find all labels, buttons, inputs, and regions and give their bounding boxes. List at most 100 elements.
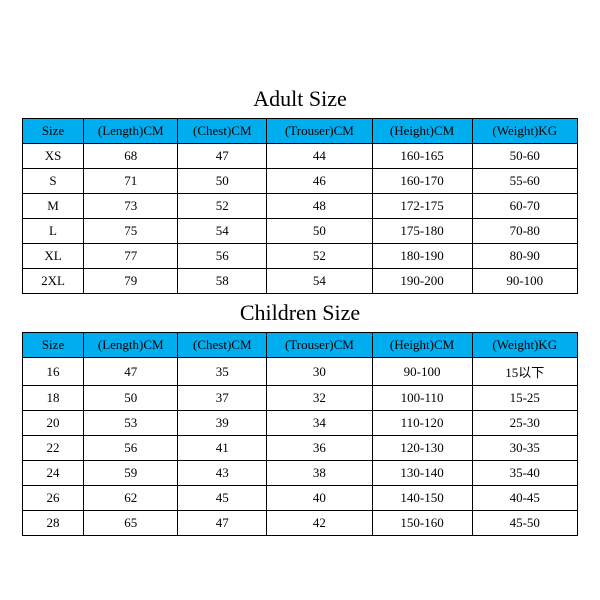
table-cell: 58 — [178, 269, 267, 294]
table-cell: 46 — [267, 169, 372, 194]
table-cell: 47 — [178, 511, 267, 536]
table-cell: 24 — [23, 461, 84, 486]
table-cell: 44 — [267, 144, 372, 169]
table-cell: 120-130 — [372, 436, 472, 461]
table-cell: 190-200 — [372, 269, 472, 294]
table-row: XS684744160-16550-60 — [23, 144, 578, 169]
table-cell: 20 — [23, 411, 84, 436]
table-cell: 70-80 — [472, 219, 577, 244]
size-chart-page: Adult Size Size (Length)CM (Chest)CM (Tr… — [0, 0, 600, 600]
table-cell: 40-45 — [472, 486, 577, 511]
table-row: M735248172-17560-70 — [23, 194, 578, 219]
table-cell: 79 — [84, 269, 178, 294]
table-cell: 50 — [178, 169, 267, 194]
table-cell: 68 — [84, 144, 178, 169]
table-row: 18503732100-11015-25 — [23, 386, 578, 411]
table-cell: 160-170 — [372, 169, 472, 194]
table-cell: 80-90 — [472, 244, 577, 269]
table-cell: 25-30 — [472, 411, 577, 436]
table-header-row: Size (Length)CM (Chest)CM (Trouser)CM (H… — [23, 333, 578, 358]
table-cell: 18 — [23, 386, 84, 411]
table-cell: 50 — [84, 386, 178, 411]
table-cell: 37 — [178, 386, 267, 411]
col-trouser: (Trouser)CM — [267, 333, 372, 358]
table-cell: 52 — [178, 194, 267, 219]
table-cell: 75 — [84, 219, 178, 244]
table-cell: XS — [23, 144, 84, 169]
table-cell: 42 — [267, 511, 372, 536]
table-cell: 56 — [178, 244, 267, 269]
children-size-title: Children Size — [22, 294, 578, 332]
table-cell: 47 — [178, 144, 267, 169]
table-cell: 53 — [84, 411, 178, 436]
col-trouser: (Trouser)CM — [267, 119, 372, 144]
table-cell: 90-100 — [372, 358, 472, 386]
col-length: (Length)CM — [84, 119, 178, 144]
table-cell: 39 — [178, 411, 267, 436]
table-header-row: Size (Length)CM (Chest)CM (Trouser)CM (H… — [23, 119, 578, 144]
table-cell: 35-40 — [472, 461, 577, 486]
col-chest: (Chest)CM — [178, 119, 267, 144]
col-height: (Height)CM — [372, 333, 472, 358]
table-cell: 100-110 — [372, 386, 472, 411]
table-row: 28654742150-16045-50 — [23, 511, 578, 536]
table-cell: 48 — [267, 194, 372, 219]
table-row: L755450175-18070-80 — [23, 219, 578, 244]
table-cell: 32 — [267, 386, 372, 411]
table-row: XL775652180-19080-90 — [23, 244, 578, 269]
table-cell: 50 — [267, 219, 372, 244]
table-cell: 54 — [178, 219, 267, 244]
table-cell: 15以下 — [472, 358, 577, 386]
table-row: 2XL795854190-20090-100 — [23, 269, 578, 294]
table-cell: 71 — [84, 169, 178, 194]
table-row: 24594338130-14035-40 — [23, 461, 578, 486]
table-row: 1647353090-10015以下 — [23, 358, 578, 386]
table-row: 20533934110-12025-30 — [23, 411, 578, 436]
table-cell: 36 — [267, 436, 372, 461]
table-cell: 65 — [84, 511, 178, 536]
table-cell: 172-175 — [372, 194, 472, 219]
adult-size-title: Adult Size — [22, 80, 578, 118]
table-cell: 180-190 — [372, 244, 472, 269]
table-cell: 38 — [267, 461, 372, 486]
col-height: (Height)CM — [372, 119, 472, 144]
table-cell: L — [23, 219, 84, 244]
table-cell: 41 — [178, 436, 267, 461]
table-cell: 62 — [84, 486, 178, 511]
adult-size-table: Size (Length)CM (Chest)CM (Trouser)CM (H… — [22, 118, 578, 294]
table-cell: 15-25 — [472, 386, 577, 411]
table-cell: 26 — [23, 486, 84, 511]
col-weight: (Weight)KG — [472, 119, 577, 144]
table-cell: 175-180 — [372, 219, 472, 244]
table-cell: 50-60 — [472, 144, 577, 169]
table-cell: 73 — [84, 194, 178, 219]
table-cell: 160-165 — [372, 144, 472, 169]
table-cell: XL — [23, 244, 84, 269]
table-row: 22564136120-13030-35 — [23, 436, 578, 461]
col-size: Size — [23, 119, 84, 144]
table-cell: 56 — [84, 436, 178, 461]
table-cell: M — [23, 194, 84, 219]
table-cell: 52 — [267, 244, 372, 269]
adult-size-body: XS684744160-16550-60S715046160-17055-60M… — [23, 144, 578, 294]
table-cell: 43 — [178, 461, 267, 486]
table-cell: 59 — [84, 461, 178, 486]
table-cell: 150-160 — [372, 511, 472, 536]
table-cell: 2XL — [23, 269, 84, 294]
table-cell: 40 — [267, 486, 372, 511]
table-cell: 30-35 — [472, 436, 577, 461]
col-size: Size — [23, 333, 84, 358]
table-cell: 110-120 — [372, 411, 472, 436]
children-size-table: Size (Length)CM (Chest)CM (Trouser)CM (H… — [22, 332, 578, 536]
table-cell: 22 — [23, 436, 84, 461]
col-chest: (Chest)CM — [178, 333, 267, 358]
table-cell: 45 — [178, 486, 267, 511]
table-row: 26624540140-15040-45 — [23, 486, 578, 511]
table-cell: 47 — [84, 358, 178, 386]
table-cell: 140-150 — [372, 486, 472, 511]
table-row: S715046160-17055-60 — [23, 169, 578, 194]
table-cell: 55-60 — [472, 169, 577, 194]
table-cell: 35 — [178, 358, 267, 386]
table-cell: 54 — [267, 269, 372, 294]
table-cell: 30 — [267, 358, 372, 386]
